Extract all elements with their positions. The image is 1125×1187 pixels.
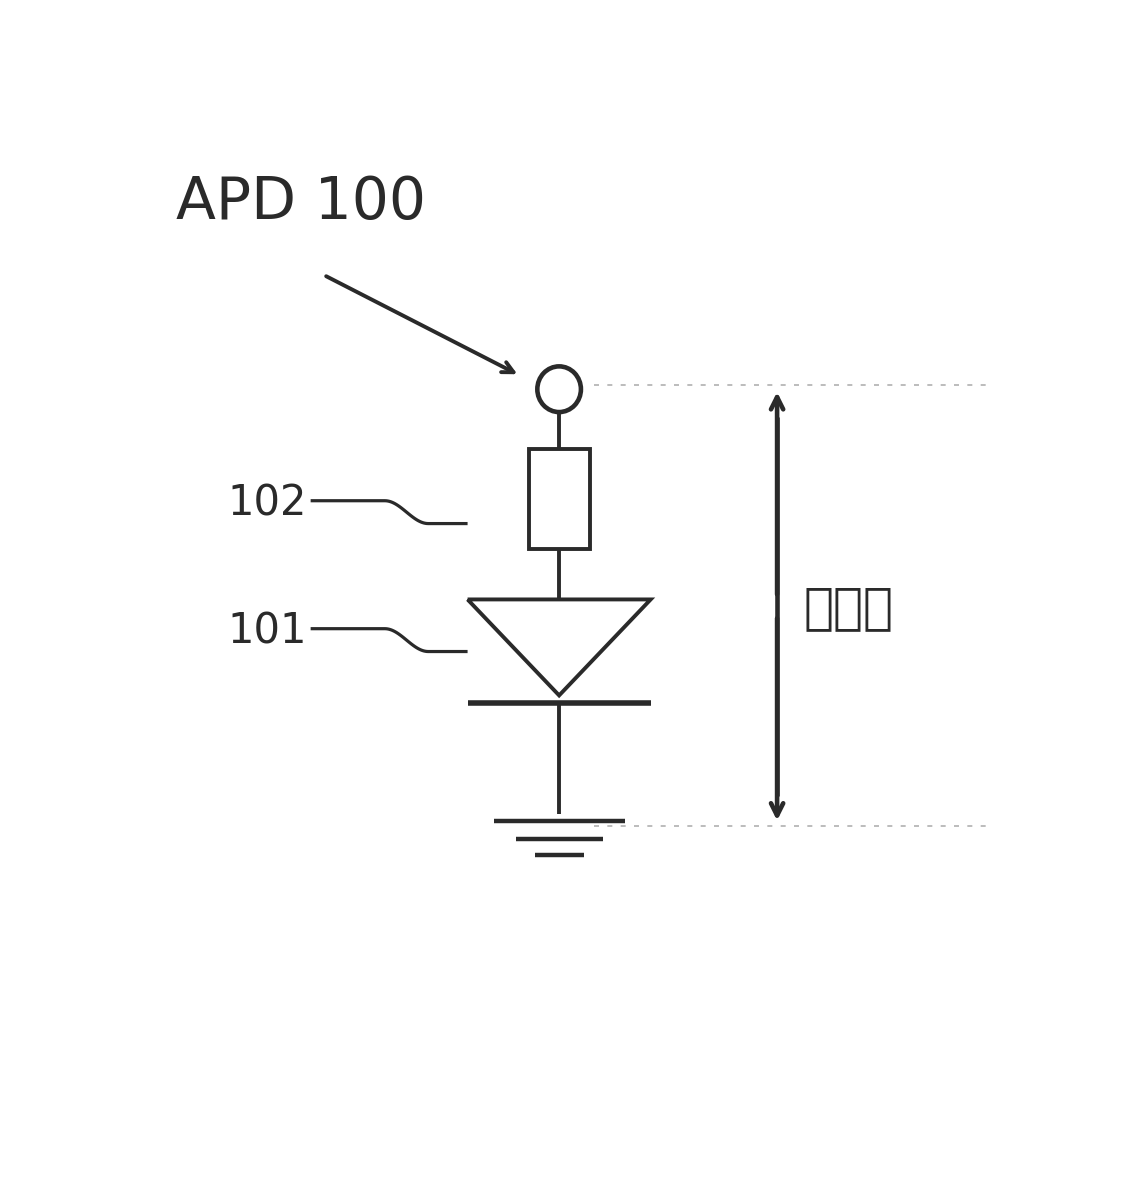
Bar (529, 449, 590, 550)
Text: 102: 102 (227, 482, 307, 525)
Text: 101: 101 (227, 610, 307, 653)
Text: 负偏压: 负偏压 (803, 584, 893, 633)
Text: APD 100: APD 100 (176, 174, 425, 231)
